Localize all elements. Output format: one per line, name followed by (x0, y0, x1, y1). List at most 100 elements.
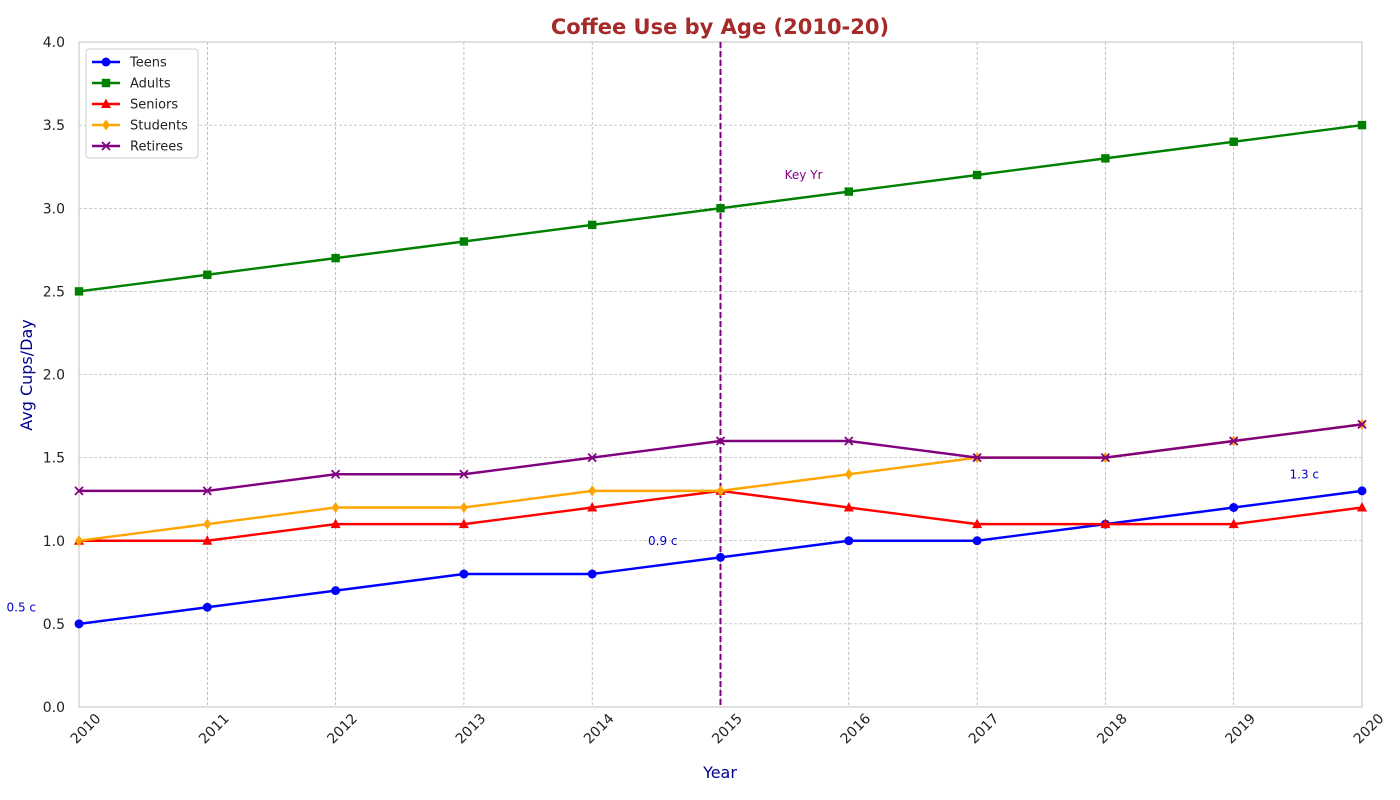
data-point-retirees (202, 486, 212, 496)
data-point-adults (203, 270, 212, 279)
data-point-teens (587, 569, 597, 579)
data-point-adults (588, 220, 597, 230)
data-point-seniors (1100, 518, 1111, 529)
value-annotation: 0.5 c (7, 600, 37, 614)
legend-item-adults: Adults (92, 77, 171, 92)
data-point-retirees (1100, 452, 1111, 463)
data-point-adults (1357, 120, 1367, 130)
legend-label-adults: Adults (130, 77, 171, 92)
legend-label-retirees: Retirees (130, 140, 183, 155)
key-year-label: Key Yr (785, 168, 823, 182)
x-tick-label: 2016 (838, 711, 875, 748)
x-tick-label: 2018 (1094, 711, 1131, 748)
legend-marker-retirees (101, 141, 111, 151)
data-point-adults (74, 287, 84, 296)
x-tick-label: 2010 (68, 711, 105, 748)
data-point-retirees (1229, 436, 1239, 446)
data-point-retirees (330, 469, 341, 479)
x-tick-label: 2019 (1223, 711, 1260, 748)
legend-label-teens: Teens (129, 56, 167, 71)
data-point-seniors (330, 518, 341, 529)
y-axis-label: Avg Cups/Day (17, 319, 36, 431)
data-point-teens (202, 602, 212, 612)
legend-item-retirees: Retirees (92, 140, 183, 155)
data-point-teens (1229, 503, 1239, 512)
y-tick-label: 0.0 (43, 700, 65, 716)
data-point-teens (1357, 486, 1367, 496)
data-point-adults (459, 237, 469, 246)
data-point-adults (1229, 137, 1238, 146)
data-point-adults (844, 187, 853, 196)
data-point-teens (331, 586, 341, 596)
data-point-adults (1101, 154, 1110, 163)
x-tick-label: 2014 (581, 711, 618, 748)
data-point-seniors (587, 502, 598, 512)
y-tick-label: 3.0 (43, 201, 65, 217)
data-point-seniors (202, 535, 213, 545)
y-tick-label: 1.5 (43, 451, 65, 467)
x-tick-label: 2013 (453, 711, 490, 748)
data-point-students (75, 535, 83, 547)
annotation-layer: 0.5 c 0.9 c 1.3 c (7, 467, 1320, 614)
legend-label-students: Students (130, 119, 188, 134)
data-point-retirees (844, 436, 854, 446)
x-tick-label: 2011 (196, 711, 233, 748)
data-point-seniors (972, 518, 983, 529)
x-tick-label: 2015 (709, 711, 746, 748)
y-tick-label: 4.0 (43, 35, 65, 51)
data-point-seniors (843, 502, 854, 512)
data-point-students (844, 468, 853, 480)
x-tick-label: 2020 (1351, 711, 1388, 748)
legend-item-seniors: Seniors (92, 98, 178, 113)
x-tick-label: 2017 (966, 711, 1003, 748)
chart-title: Coffee Use by Age (2010-20) (551, 15, 889, 39)
legend-label-seniors: Seniors (130, 98, 178, 113)
x-tick-label: 2012 (324, 711, 361, 748)
y-tick-label: 2.5 (43, 284, 65, 300)
data-point-seniors (1357, 502, 1367, 512)
data-point-teens (74, 619, 84, 629)
y-tick-label: 0.5 (43, 617, 65, 633)
series-retirees (74, 419, 1367, 496)
legend-marker-students (102, 119, 110, 131)
series-adults (74, 120, 1367, 296)
data-point-teens (716, 552, 725, 562)
data-point-teens (459, 569, 469, 579)
data-point-retirees (74, 486, 84, 496)
data-point-seniors (458, 518, 469, 529)
data-point-students (716, 485, 725, 497)
y-tick-label: 2.0 (43, 368, 65, 384)
data-point-retirees (587, 452, 597, 463)
series-teens (74, 486, 1367, 629)
x-axis-label: Year (702, 763, 737, 782)
value-annotation: 0.9 c (648, 534, 678, 548)
legend-marker-adults (101, 78, 111, 88)
data-point-retirees (972, 452, 982, 463)
y-tick-label: 1.0 (43, 534, 65, 550)
legend-item-teens: Teens (92, 56, 167, 71)
data-point-students (203, 518, 212, 530)
data-point-adults (331, 253, 340, 263)
data-point-seniors (1228, 518, 1239, 529)
legend-box (85, 48, 199, 159)
y-tick-labels: 0.0 0.5 1.0 1.5 2.0 2.5 3.0 3.5 4.0 (43, 35, 65, 716)
data-point-students (588, 485, 597, 497)
legend: Teens Adults Seniors Students Retirees (85, 48, 199, 159)
data-point-students (459, 502, 468, 513)
data-point-retirees (715, 436, 726, 446)
x-tick-labels: 2010 2011 2012 2013 2014 2015 2016 2017 2018 2019… (68, 711, 1388, 748)
legend-item-students: Students (92, 119, 188, 134)
data-point-teens (972, 536, 982, 546)
data-point-retirees (459, 469, 469, 479)
data-point-teens (844, 536, 854, 546)
reference-line-layer: Key Yr (719, 42, 823, 707)
data-point-adults (716, 204, 725, 213)
data-point-retirees (1357, 419, 1367, 430)
data-point-adults (972, 170, 982, 180)
series-layer (74, 120, 1367, 629)
legend-marker-teens (101, 57, 111, 67)
data-point-students (331, 502, 340, 513)
y-tick-label: 3.5 (43, 118, 65, 134)
value-annotation: 1.3 c (1290, 467, 1320, 481)
